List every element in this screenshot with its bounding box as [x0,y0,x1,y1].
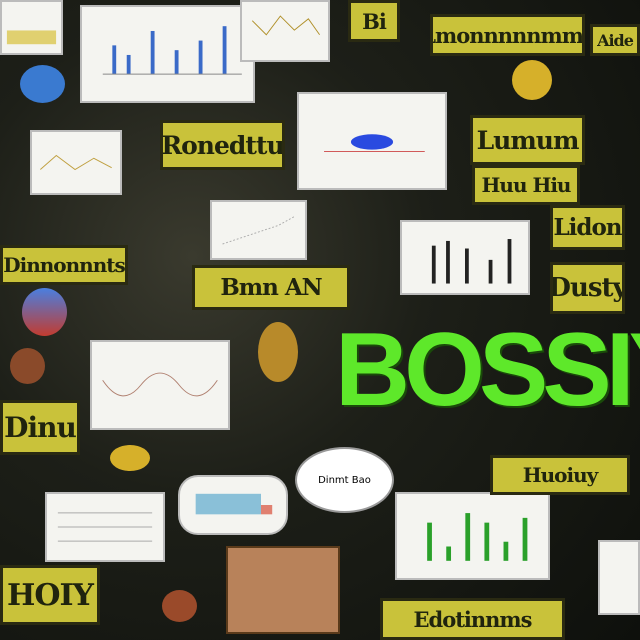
card [0,0,63,55]
decoration [110,445,150,471]
sign: Huoiuy [490,455,630,495]
chart-card [178,475,288,535]
chart-card [45,492,165,562]
sign: Dusty [550,262,625,314]
sign: Ronedttu [160,120,285,170]
decoration [512,60,552,100]
sign: Dinnonnnts [0,245,128,285]
chart-card [240,0,330,62]
sign: Bi [348,0,400,42]
chart-card [30,130,122,195]
chart-card [90,340,230,430]
sign: Lmonnnnnmms [430,14,585,56]
speech-bubble: Dinmt Bao [295,447,394,513]
sign: HOIY [0,565,100,625]
chart-card [400,220,530,295]
decoration [22,288,67,336]
decoration [258,322,298,382]
sign: Bmn AN [192,265,350,310]
sign: Aide [590,24,640,56]
chart-card [395,492,550,580]
headline: BOSSIY [335,312,640,428]
chart-card [80,5,255,103]
sign: Lidon [550,205,625,250]
decoration [20,65,65,103]
sign: Dinu [0,400,80,455]
decoration [10,348,45,384]
card [226,546,340,634]
chart-card [297,92,447,190]
sign: Lumum [470,115,585,165]
card [598,540,640,615]
sign: Edotinnms [380,598,565,640]
decoration [162,590,197,622]
chart-card [210,200,307,260]
sign: Huu Hiu [472,165,580,205]
